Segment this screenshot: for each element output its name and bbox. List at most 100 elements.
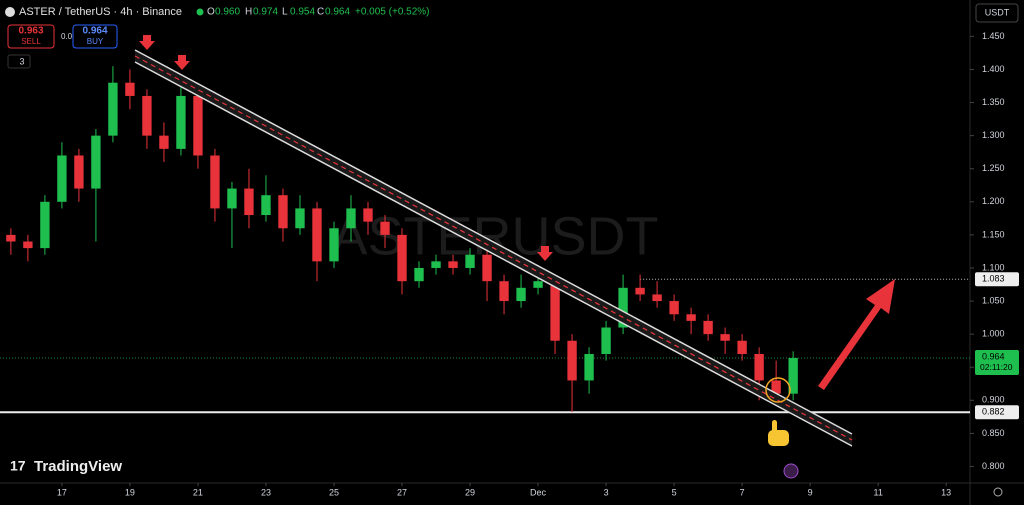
candle-body [448, 261, 458, 268]
candle-body [210, 155, 220, 209]
x-tick-label: 17 [57, 487, 67, 497]
candle-body [754, 353, 764, 381]
y-tick-label: 1.050 [982, 295, 1005, 305]
candle-body [295, 208, 305, 229]
ohlc-label: O [207, 7, 215, 18]
status-dot [196, 8, 204, 16]
x-tick-label: 7 [740, 487, 745, 497]
candle-body [108, 82, 118, 136]
watermark: ASTERUSDT [331, 206, 658, 266]
candle-body [278, 195, 288, 229]
y-tick-label: 0.850 [982, 428, 1005, 438]
candle-body [74, 155, 84, 189]
plot [0, 66, 970, 414]
candle-body [125, 82, 135, 96]
candle-body [380, 221, 390, 235]
x-tick-label: 5 [672, 487, 677, 497]
buy-label: BUY [87, 37, 104, 46]
candle-body [363, 208, 373, 222]
y-tick-label: 0.900 [982, 395, 1005, 405]
candle-body [669, 301, 679, 315]
symbol-title: ASTER / TetherUS · 4h · Binance [19, 6, 182, 18]
candle-body [176, 95, 186, 149]
candle-body [261, 195, 271, 216]
ohlc-value: 0.960 [215, 7, 240, 18]
ohlc-value: 0.954 [290, 7, 315, 18]
candle-body [482, 254, 492, 282]
candle-body [618, 287, 628, 328]
currency: USDT [985, 7, 1010, 17]
candle-body [686, 314, 696, 321]
indicators-toggle[interactable] [7, 54, 31, 69]
y-tick-label: 1.000 [982, 329, 1005, 339]
down-marker [139, 35, 155, 50]
resistance-label: 1.083 [982, 274, 1005, 284]
candle-body [227, 188, 237, 209]
candle-body [57, 155, 67, 202]
candle-body [550, 281, 560, 341]
event-icon [783, 463, 799, 479]
ohlc-change: +0.005 (+0.52%) [355, 7, 430, 18]
last-price-label: 0.964 [982, 351, 1005, 361]
y-tick-label: 1.350 [982, 97, 1005, 107]
channel-lower [134, 61, 853, 447]
candle-body [23, 241, 33, 249]
y-tick-label: 1.250 [982, 163, 1005, 173]
down-marker [537, 246, 553, 261]
ohlc-value: 0.974 [253, 7, 278, 18]
x-tick-label: 23 [261, 487, 271, 497]
candle-body [312, 208, 322, 262]
candle-body [159, 135, 169, 149]
currency-button[interactable] [975, 3, 1019, 23]
candle-body [142, 95, 152, 136]
candle-body [465, 254, 475, 268]
x-tick-label: 27 [397, 487, 407, 497]
x-tick-label: 11 [873, 487, 882, 497]
x-tick-label: 9 [808, 487, 813, 497]
ohlc-label: H [245, 7, 252, 18]
sell-price: 0.963 [18, 26, 43, 37]
target-arrow [818, 279, 895, 390]
ohlc-value: 0.964 [325, 7, 350, 18]
sell-label: SELL [21, 37, 41, 46]
indicators-count: 3 [19, 56, 24, 66]
buy-button[interactable] [72, 24, 118, 49]
highlight-circle [765, 377, 791, 403]
y-tick-label: 1.450 [982, 31, 1005, 41]
ohlc-label: C [317, 7, 324, 18]
candle-body [703, 320, 713, 335]
candle-body [499, 281, 509, 302]
support-label-box [975, 405, 1019, 420]
descending-channel [134, 49, 853, 447]
candle-body [6, 234, 16, 242]
y-tick-label: 1.100 [982, 262, 1005, 272]
candle-body [720, 334, 730, 341]
x-tick-label: Dec [530, 487, 547, 497]
x-tick-label: 25 [329, 487, 339, 497]
countdown-label: 02:11:20 [980, 362, 1013, 372]
x-tick-label: 29 [465, 487, 475, 497]
sell-button[interactable] [7, 24, 55, 49]
candle-body [91, 135, 101, 189]
settings-icon[interactable] [993, 487, 1003, 497]
y-tick-label: 0.800 [982, 461, 1005, 471]
channel-center [134, 55, 853, 441]
y-tick-label: 1.200 [982, 196, 1005, 206]
x-tick-label: 19 [125, 487, 135, 497]
candle-body [635, 287, 645, 295]
candle-body [771, 380, 781, 394]
candle-body [193, 95, 203, 156]
hand-palm [768, 430, 789, 446]
candle-body [516, 287, 526, 302]
y-tick-label: 1.400 [982, 64, 1005, 74]
x-tick-label: 3 [604, 487, 609, 497]
candle-body [329, 228, 339, 262]
candle-body [788, 357, 798, 394]
x-tick-label: 21 [193, 487, 203, 497]
candle-body [346, 208, 356, 229]
hand-pointer [768, 420, 789, 446]
resistance-label-box [975, 272, 1019, 287]
brand-logo: 17 [10, 458, 26, 474]
